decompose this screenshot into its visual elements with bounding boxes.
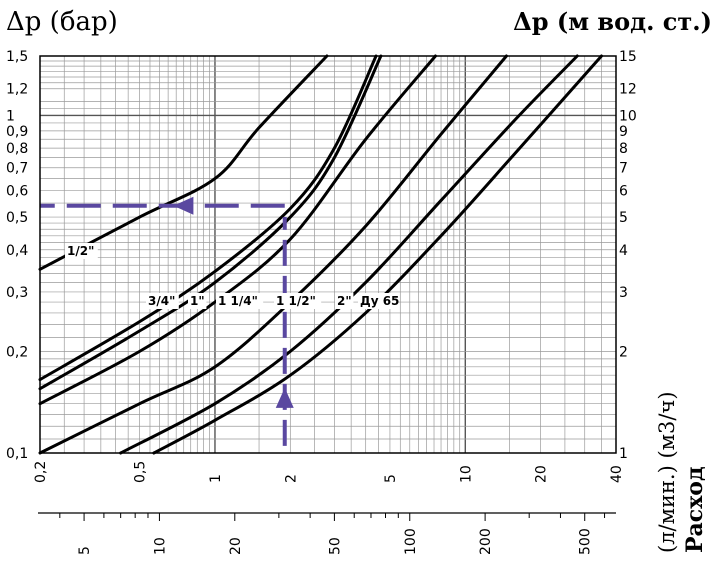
y-left-tick-label: 0,2 — [6, 344, 28, 360]
y-right-tick-label: 9 — [619, 124, 628, 140]
x-m3h-tick-label: 20 — [534, 465, 550, 483]
y-right-tick-label: 15 — [619, 49, 637, 65]
arrow-vertical-head — [275, 387, 294, 408]
y-left-tick-label: 1,2 — [6, 82, 28, 98]
curve-label: 1" — [190, 294, 205, 308]
series-curve — [38, 54, 329, 271]
x-m3h-tick-label: 1 — [208, 474, 224, 483]
annotation-arrows — [40, 196, 294, 446]
y-right-tick-label: 1 — [619, 446, 628, 462]
y-right-tick-label: 7 — [619, 161, 628, 177]
curve-label: 1 1/2" — [276, 294, 316, 308]
curve-label: 3/4" — [148, 294, 175, 308]
y-right-tick-label: 5 — [619, 210, 628, 226]
curve-label: Ду 65 — [360, 294, 399, 308]
series-curve — [38, 54, 383, 391]
x-m3h-tick-label: 40 — [609, 465, 625, 483]
y-left-tick-label: 0,8 — [6, 141, 28, 157]
y-left-tick-label: 0,4 — [6, 243, 28, 259]
x-lmin-tick-label: 5 — [77, 546, 93, 555]
x-axis-title-bold: Расход — [682, 466, 708, 553]
y-left-tick-label: 1,5 — [6, 49, 28, 65]
y-right-tick-label: 8 — [619, 141, 628, 157]
x-m3h-tick-label: 5 — [383, 474, 399, 483]
curve-label-bg — [274, 293, 322, 309]
y-right-tick-label: 4 — [619, 243, 628, 259]
y-left-tick-label: 0,5 — [6, 210, 28, 226]
series-curve — [38, 54, 437, 406]
x-lmin-tick-label: 50 — [327, 537, 343, 555]
arrow-horizontal-head — [173, 196, 194, 215]
y-left-tick-label: 1 — [6, 108, 15, 124]
x-lmin-ruler: 5 10 20 50 100 200 500 — [38, 512, 616, 555]
y-left-tick-label: 0,1 — [6, 446, 28, 462]
x-m3h-tick-label: 10 — [458, 465, 474, 483]
y-left-tick-label: 0,6 — [6, 183, 28, 199]
y-left-tick-labels: 0,1 0,2 0,3 0,4 0,5 0,6 0,7 0,80,91 1,2 1,5 — [6, 49, 28, 462]
y-left-tick-label: 0,3 — [6, 285, 28, 301]
y-left-tick-label: 0,7 — [6, 161, 28, 177]
curve-label-bg — [146, 293, 179, 309]
y-right-tick-label: 10 — [619, 108, 637, 124]
x-axis-title-rest: (л/мин.) (м3/ч) — [655, 391, 679, 553]
x-lmin-tick-label: 20 — [228, 537, 244, 555]
series-curve — [38, 54, 378, 382]
chart-grid — [40, 56, 616, 453]
curve-label-bg — [188, 293, 207, 309]
plot-frame — [39, 55, 617, 454]
curve-label: 2" — [337, 294, 352, 308]
x-m3h-tick-labels: 0,2 0,5 1 2 5 10 20 40 — [33, 461, 625, 483]
curve-label: 1 1/4" — [218, 294, 258, 308]
x-lmin-tick-label: 500 — [578, 528, 594, 555]
x-axis-title: Расход (л/мин.) (м3/ч) — [655, 391, 708, 553]
curve-label-bg — [335, 293, 354, 309]
curve-label-bg — [65, 243, 98, 259]
y-right-tick-label: 12 — [619, 82, 637, 98]
y-right-tick-label: 2 — [619, 344, 628, 360]
series-curve — [119, 54, 579, 455]
right-axis-title: Δp (м вод. ст.) — [513, 7, 712, 36]
x-lmin-tick-label: 100 — [403, 528, 419, 555]
curve-label-bg — [358, 293, 398, 309]
curve-label-bg — [216, 293, 264, 309]
curve-label: 1/2" — [67, 244, 94, 258]
x-m3h-tick-label: 0,2 — [33, 461, 49, 483]
left-axis-title: Δp (бар) — [6, 7, 118, 37]
y-left-tick-label: 0,9 — [6, 124, 28, 140]
y-right-tick-label: 3 — [619, 285, 628, 301]
y-right-tick-label: 6 — [619, 183, 628, 199]
curve-labels: 1/2" 3/4" 1" 1 1/4" 1 1/2" 2" Ду 65 — [65, 243, 399, 309]
x-lmin-tick-label: 200 — [478, 528, 494, 555]
x-lmin-tick-label: 10 — [152, 537, 168, 555]
x-m3h-tick-label: 2 — [283, 474, 299, 483]
x-m3h-tick-label: 0,5 — [133, 461, 149, 483]
